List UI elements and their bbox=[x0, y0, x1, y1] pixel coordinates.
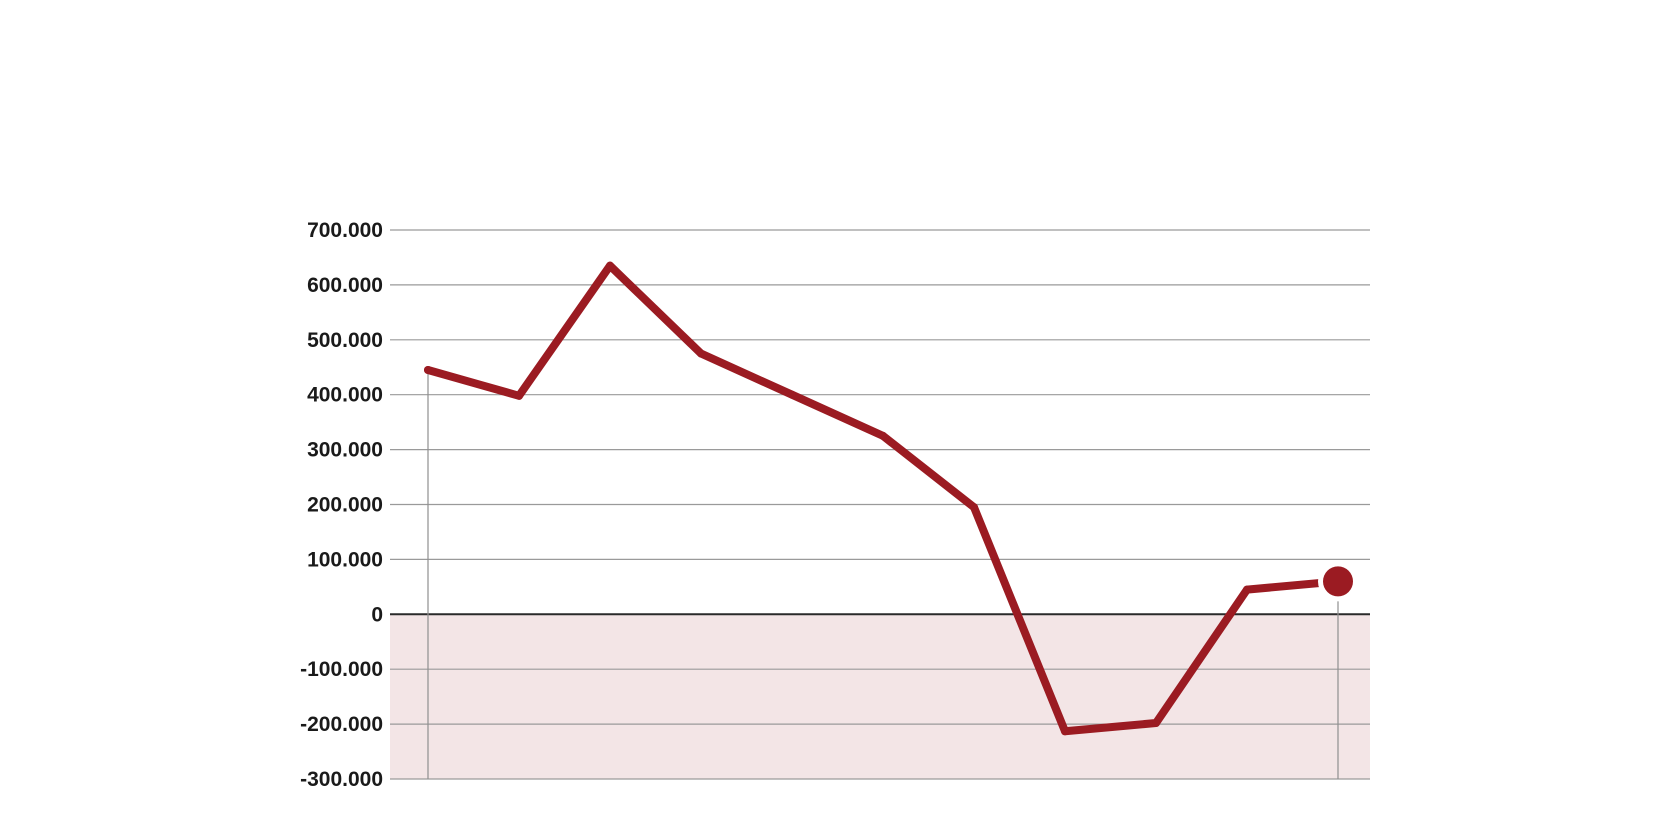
y-tick-label: 600.000 bbox=[307, 274, 383, 297]
data-point bbox=[879, 431, 887, 440]
data-point bbox=[424, 365, 432, 374]
data-point bbox=[970, 503, 978, 512]
data-point bbox=[1152, 719, 1160, 728]
marker-guides bbox=[427, 369, 1339, 779]
data-point bbox=[606, 261, 614, 270]
y-tick-label: -200.000 bbox=[300, 713, 383, 736]
negative-region bbox=[390, 614, 1370, 779]
data-point bbox=[788, 390, 796, 399]
end-marker bbox=[1323, 566, 1353, 597]
y-tick-label: -100.000 bbox=[300, 658, 383, 681]
data-point bbox=[1061, 727, 1069, 736]
y-axis-tick-labels: 700.000 600.000 500.000 400.000 300.000 200.0… bbox=[300, 219, 383, 791]
y-tick-label: 500.000 bbox=[307, 329, 383, 352]
y-tick-label: 200.000 bbox=[307, 494, 383, 517]
y-tick-label: 300.000 bbox=[307, 439, 383, 462]
y-tick-label: -300.000 bbox=[300, 768, 383, 791]
data-point bbox=[515, 391, 523, 400]
data-points bbox=[424, 261, 1358, 736]
y-tick-label: 400.000 bbox=[307, 384, 383, 407]
y-tick-label: 700.000 bbox=[307, 219, 383, 242]
data-point bbox=[697, 349, 705, 358]
data-point bbox=[1243, 585, 1251, 594]
y-tick-label: 0 bbox=[371, 603, 383, 626]
y-tick-label: 100.000 bbox=[307, 548, 383, 571]
